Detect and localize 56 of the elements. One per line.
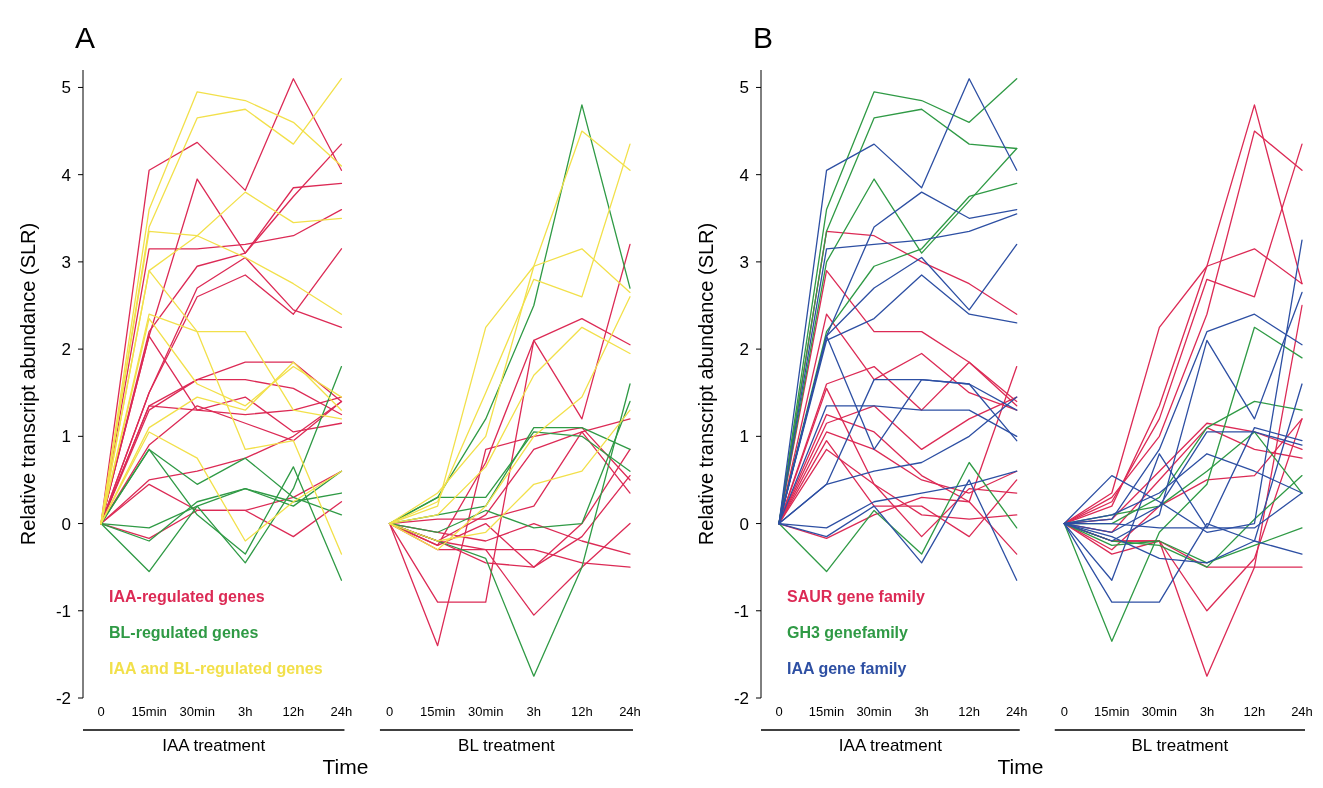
x-tick-label: 3h — [238, 704, 253, 719]
y-tick-label: -1 — [733, 601, 749, 621]
text: BL-regulated genes — [109, 624, 259, 641]
x-tick-label: 0 — [775, 704, 783, 719]
y-tick-label: 1 — [61, 427, 71, 447]
x-tick-label: 30min — [179, 704, 215, 719]
y-tick-label: 5 — [739, 78, 749, 98]
x-tick-label: 24h — [1005, 704, 1028, 719]
y-tick-label: 2 — [739, 340, 749, 360]
y-tick-label: 4 — [61, 165, 71, 185]
x-tick-label: 0 — [385, 704, 394, 719]
y-tick-label: -2 — [55, 688, 71, 708]
x-tick-label: 24h — [619, 704, 641, 719]
y-tick-label: 0 — [61, 514, 71, 534]
text: IAA treatment — [838, 736, 943, 755]
y-tick-label: 0 — [739, 514, 749, 534]
x-axis-title: Time — [997, 755, 1044, 778]
x-tick-label: 15min — [808, 704, 845, 719]
x-axis-title: Time — [322, 755, 369, 778]
x-tick-label: 3h — [914, 704, 929, 719]
x-tick-label: 30min — [1141, 704, 1178, 719]
chart-title: A — [75, 21, 96, 54]
text: IAA treatment — [162, 736, 266, 755]
x-tick-label: 24h — [1291, 704, 1313, 719]
x-tick-label: 15min — [419, 704, 456, 719]
y-tick-label: 3 — [739, 252, 749, 272]
x-tick-label: 0 — [1060, 704, 1068, 719]
x-tick-label: 3h — [1199, 704, 1215, 719]
x-tick-label: 15min — [1094, 704, 1130, 719]
text: GH3 genefamily — [787, 624, 909, 641]
y-tick-label: 1 — [739, 427, 749, 447]
y-tick-label: -2 — [733, 688, 749, 708]
text: IAA and BL-regulated genes — [109, 660, 323, 677]
chart-title: B — [753, 21, 774, 54]
y-tick-label: 4 — [739, 165, 749, 185]
x-tick-label: 30min — [468, 704, 504, 719]
x-tick-label: 15min — [131, 704, 167, 719]
y-tick-label: 3 — [61, 252, 71, 272]
x-tick-label: 12h — [958, 704, 981, 719]
x-tick-label: 3h — [526, 704, 542, 719]
text: IAA-regulated genes — [109, 588, 265, 605]
y-tick-label: 2 — [61, 340, 71, 360]
y-tick-label: -1 — [55, 601, 71, 621]
x-tick-label: 12h — [571, 704, 593, 719]
text: BL treatment — [458, 736, 556, 755]
y-axis-title: Relative transcript abundance (SLR) — [695, 222, 717, 546]
x-tick-label: 0 — [97, 704, 105, 719]
x-tick-label: 30min — [856, 704, 892, 719]
text: BL treatment — [1131, 736, 1229, 755]
x-tick-label: 24h — [330, 704, 353, 719]
x-tick-label: 12h — [1243, 704, 1266, 719]
x-tick-label: 12h — [282, 704, 305, 719]
y-axis-title: Relative transcript abundance (SLR) — [17, 222, 39, 546]
y-tick-label: 5 — [61, 78, 71, 98]
text: SAUR gene family — [787, 588, 925, 605]
text: IAA gene family — [787, 660, 907, 677]
